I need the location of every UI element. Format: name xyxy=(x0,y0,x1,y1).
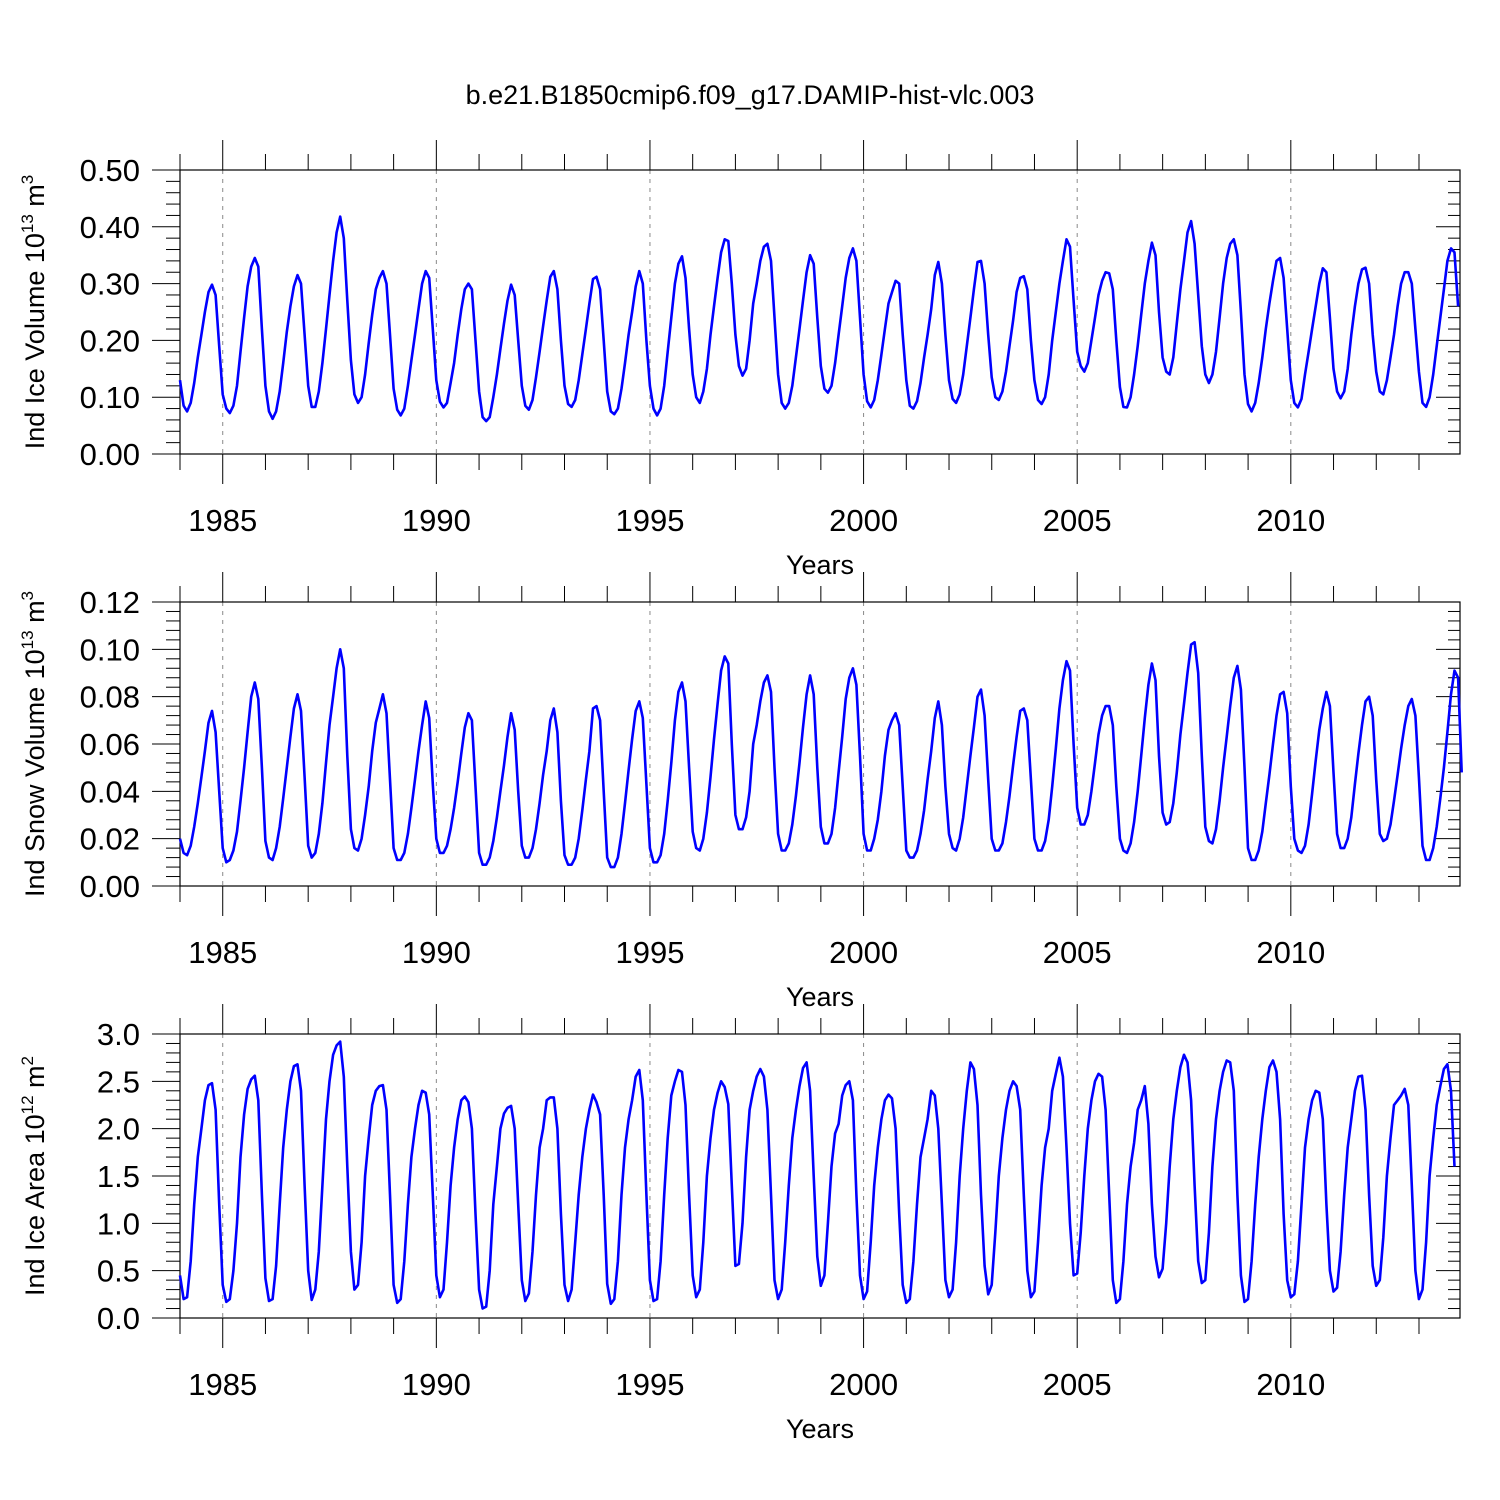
plot-frame xyxy=(179,169,1461,455)
y-axis-title-superscript: 12 xyxy=(18,1095,37,1114)
y-tick-label: 3.0 xyxy=(97,1017,140,1052)
x-tick-label-1990: 1990 xyxy=(402,503,471,538)
y-tick-label: 0.10 xyxy=(80,380,140,415)
y-axis-title: Ind Ice Area 1012 m2 xyxy=(18,1056,50,1296)
y-tick-label: 0.0 xyxy=(97,1301,140,1336)
x-tick-label-2005: 2005 xyxy=(1043,1367,1112,1402)
y-axis-title-superscript: 13 xyxy=(18,214,37,233)
y-tick-label: 0.20 xyxy=(80,323,140,358)
y-axis-title-superscript: 13 xyxy=(18,630,37,649)
x-tick-label-1985: 1985 xyxy=(188,1367,257,1402)
series-line xyxy=(178,640,1463,869)
y-tick-label: 2.0 xyxy=(97,1112,140,1147)
y-axis-title: Ind Ice Volume 1013 m3 xyxy=(18,175,50,450)
y-axis-title-superscript: 2 xyxy=(18,1056,37,1065)
x-tick-label-2000: 2000 xyxy=(829,935,898,970)
y-axis-title-superscript: 3 xyxy=(18,175,37,184)
x-tick-label-2010: 2010 xyxy=(1256,1367,1325,1402)
x-tick-label-1995: 1995 xyxy=(615,1367,684,1402)
y-axis-title-text: m xyxy=(20,600,50,630)
y-tick-label: 1.5 xyxy=(97,1159,140,1194)
x-tick-label-2005: 2005 xyxy=(1043,503,1112,538)
figure-title: b.e21.B1850cmip6.f09_g17.DAMIP-hist-vlc.… xyxy=(465,80,1035,110)
y-tick-label: 0.10 xyxy=(80,632,140,667)
y-tick-label: 0.30 xyxy=(80,267,140,302)
y-axis-title-text: Ind Ice Volume 10 xyxy=(20,233,50,449)
y-tick-label: 0.06 xyxy=(80,727,140,762)
x-tick-label-1990: 1990 xyxy=(402,935,471,970)
y-tick-label: 1.0 xyxy=(97,1206,140,1241)
y-axis-title-text: m xyxy=(20,1065,50,1095)
x-tick-label-2000: 2000 xyxy=(829,1367,898,1402)
panel-ice-volume: 0.00 0.10 0.20 0.30 0.40 0.50 1985 1990 1995 2000… xyxy=(18,140,1461,580)
panel-ice-area: 0.0 0.5 1.0 1.5 2.0 2.5 3.0 1985 1990 1995 2000 200… xyxy=(18,1004,1461,1444)
x-tick-label-2010: 2010 xyxy=(1256,935,1325,970)
y-tick-label: 0.40 xyxy=(80,210,140,245)
x-axis-title: Years xyxy=(786,1414,854,1444)
y-tick-label: 2.5 xyxy=(97,1064,140,1099)
series-line xyxy=(178,215,1460,423)
y-axis-title: Ind Snow Volume 1013 m3 xyxy=(18,591,50,897)
x-tick-label-2000: 2000 xyxy=(829,503,898,538)
y-axis-title-text: Ind Snow Volume 10 xyxy=(20,649,50,897)
y-axis-title-text: m xyxy=(20,184,50,214)
x-tick-label-1985: 1985 xyxy=(188,503,257,538)
x-tick-label-1995: 1995 xyxy=(615,935,684,970)
x-axis-title: Years xyxy=(786,982,854,1012)
x-axis-title: Years xyxy=(786,550,854,580)
x-tick-label-1990: 1990 xyxy=(402,1367,471,1402)
y-tick-label: 0.04 xyxy=(80,774,140,809)
y-tick-label: 0.00 xyxy=(80,869,140,904)
y-axis-title-text: Ind Ice Area 10 xyxy=(20,1114,50,1296)
y-tick-label: 0.12 xyxy=(80,585,140,620)
series-line xyxy=(178,1040,1456,1310)
x-tick-label-2010: 2010 xyxy=(1256,503,1325,538)
y-tick-label: 0.00 xyxy=(80,437,140,472)
y-tick-label: 0.08 xyxy=(80,680,140,715)
panel-snow-volume: 0.00 0.02 0.04 0.06 0.08 0.10 0.12 1985 1990 1995… xyxy=(18,572,1463,1012)
x-tick-label-2005: 2005 xyxy=(1043,935,1112,970)
y-tick-label: 0.02 xyxy=(80,822,140,857)
x-tick-label-1985: 1985 xyxy=(188,935,257,970)
y-axis-title-superscript: 3 xyxy=(18,591,37,600)
x-tick-label-1995: 1995 xyxy=(615,503,684,538)
y-tick-label: 0.5 xyxy=(97,1254,140,1289)
y-tick-label: 0.50 xyxy=(80,153,140,188)
